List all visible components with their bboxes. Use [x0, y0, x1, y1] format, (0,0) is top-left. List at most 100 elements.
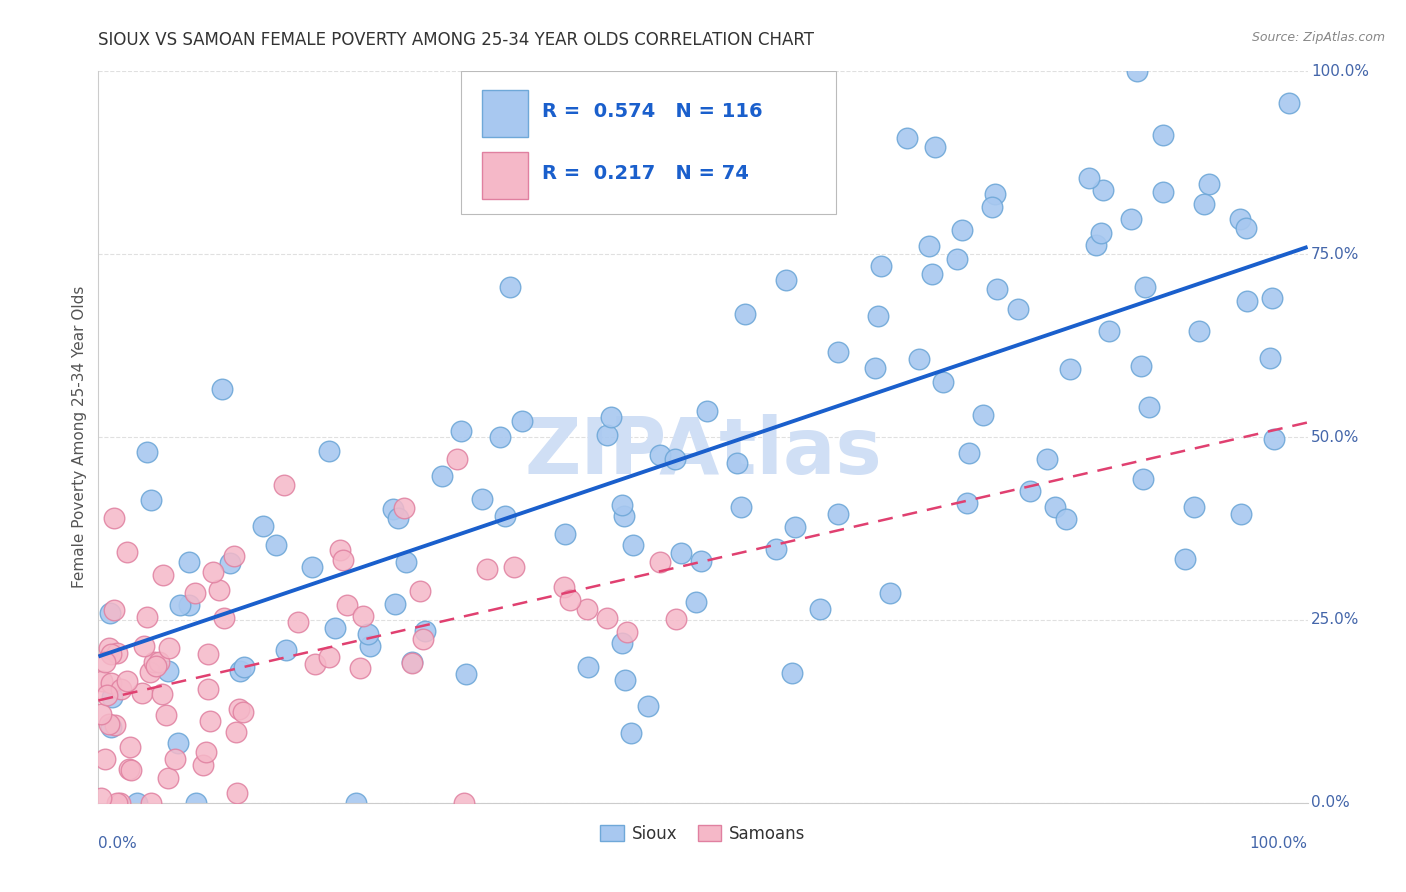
- Point: [1188, 324, 1211, 338]
- Point: [1098, 325, 1121, 339]
- Text: 100.0%: 100.0%: [1250, 836, 1308, 851]
- Point: [664, 452, 686, 467]
- Text: ZIPAtlas: ZIPAtlas: [524, 414, 882, 490]
- Point: [616, 624, 638, 639]
- Point: [983, 187, 1005, 202]
- Point: [163, 751, 186, 765]
- Point: [97, 717, 120, 731]
- Point: [264, 538, 287, 552]
- Point: [946, 252, 969, 266]
- Point: [932, 376, 955, 390]
- Text: 75.0%: 75.0%: [1312, 247, 1360, 261]
- Point: [560, 592, 582, 607]
- Point: [896, 130, 918, 145]
- FancyBboxPatch shape: [482, 152, 527, 200]
- Point: [224, 549, 246, 563]
- Point: [596, 611, 619, 625]
- Point: [1229, 507, 1251, 521]
- Point: [96, 688, 118, 702]
- Point: [408, 584, 430, 599]
- Text: 100.0%: 100.0%: [1312, 64, 1369, 78]
- Point: [620, 726, 643, 740]
- Point: [765, 542, 787, 557]
- Point: [157, 640, 180, 655]
- Point: [1184, 500, 1206, 514]
- Point: [488, 430, 510, 444]
- Point: [273, 478, 295, 492]
- Point: [115, 545, 138, 559]
- Point: [879, 586, 901, 600]
- Point: [475, 561, 498, 575]
- FancyBboxPatch shape: [461, 71, 837, 214]
- Point: [1090, 226, 1112, 240]
- Point: [450, 424, 472, 438]
- Text: 25.0%: 25.0%: [1312, 613, 1360, 627]
- Point: [917, 239, 939, 253]
- Point: [156, 664, 179, 678]
- Point: [1261, 291, 1284, 305]
- Point: [648, 448, 671, 462]
- Text: 0.0%: 0.0%: [98, 836, 138, 851]
- Text: SIOUX VS SAMOAN FEMALE POVERTY AMONG 25-34 YEAR OLDS CORRELATION CHART: SIOUX VS SAMOAN FEMALE POVERTY AMONG 25-…: [98, 31, 814, 49]
- Text: R =  0.217   N = 74: R = 0.217 N = 74: [543, 164, 749, 183]
- Point: [1129, 359, 1152, 374]
- Point: [136, 445, 159, 459]
- Point: [357, 626, 380, 640]
- Point: [725, 456, 748, 470]
- Point: [105, 646, 128, 660]
- Point: [103, 603, 125, 617]
- Point: [212, 611, 235, 625]
- Point: [301, 560, 323, 574]
- Point: [94, 752, 117, 766]
- Point: [596, 428, 619, 442]
- Point: [576, 601, 599, 615]
- Point: [304, 657, 326, 672]
- Point: [413, 624, 436, 639]
- Point: [90, 674, 112, 689]
- Point: [921, 268, 943, 282]
- Point: [498, 280, 520, 294]
- Point: [553, 580, 575, 594]
- Point: [981, 200, 1004, 214]
- Point: [454, 667, 477, 681]
- Y-axis label: Female Poverty Among 25-34 Year Olds: Female Poverty Among 25-34 Year Olds: [72, 286, 87, 588]
- Point: [1019, 483, 1042, 498]
- Point: [1263, 432, 1285, 446]
- Point: [184, 796, 207, 810]
- Point: [134, 639, 156, 653]
- Point: [503, 560, 526, 574]
- Point: [576, 659, 599, 673]
- Point: [157, 771, 180, 785]
- Point: [950, 223, 973, 237]
- Point: [1258, 351, 1281, 366]
- Point: [554, 527, 576, 541]
- Point: [232, 705, 254, 719]
- Point: [785, 520, 807, 534]
- Point: [336, 599, 359, 613]
- Point: [169, 598, 191, 612]
- Point: [730, 500, 752, 514]
- Point: [201, 566, 224, 580]
- Point: [650, 555, 672, 569]
- Point: [1137, 400, 1160, 414]
- Point: [613, 508, 636, 523]
- Point: [685, 595, 707, 609]
- Point: [610, 636, 633, 650]
- Point: [329, 543, 352, 558]
- Point: [384, 597, 406, 611]
- Legend: Sioux, Samoans: Sioux, Samoans: [593, 818, 813, 849]
- Point: [352, 608, 374, 623]
- Point: [197, 648, 219, 662]
- Point: [359, 639, 381, 653]
- Point: [287, 615, 309, 630]
- Point: [1192, 197, 1215, 211]
- Point: [142, 655, 165, 669]
- Point: [1045, 500, 1067, 514]
- Point: [446, 452, 468, 467]
- Point: [780, 666, 803, 681]
- Point: [827, 507, 849, 521]
- Point: [381, 502, 404, 516]
- Point: [110, 796, 132, 810]
- Point: [120, 763, 142, 777]
- Point: [115, 674, 138, 689]
